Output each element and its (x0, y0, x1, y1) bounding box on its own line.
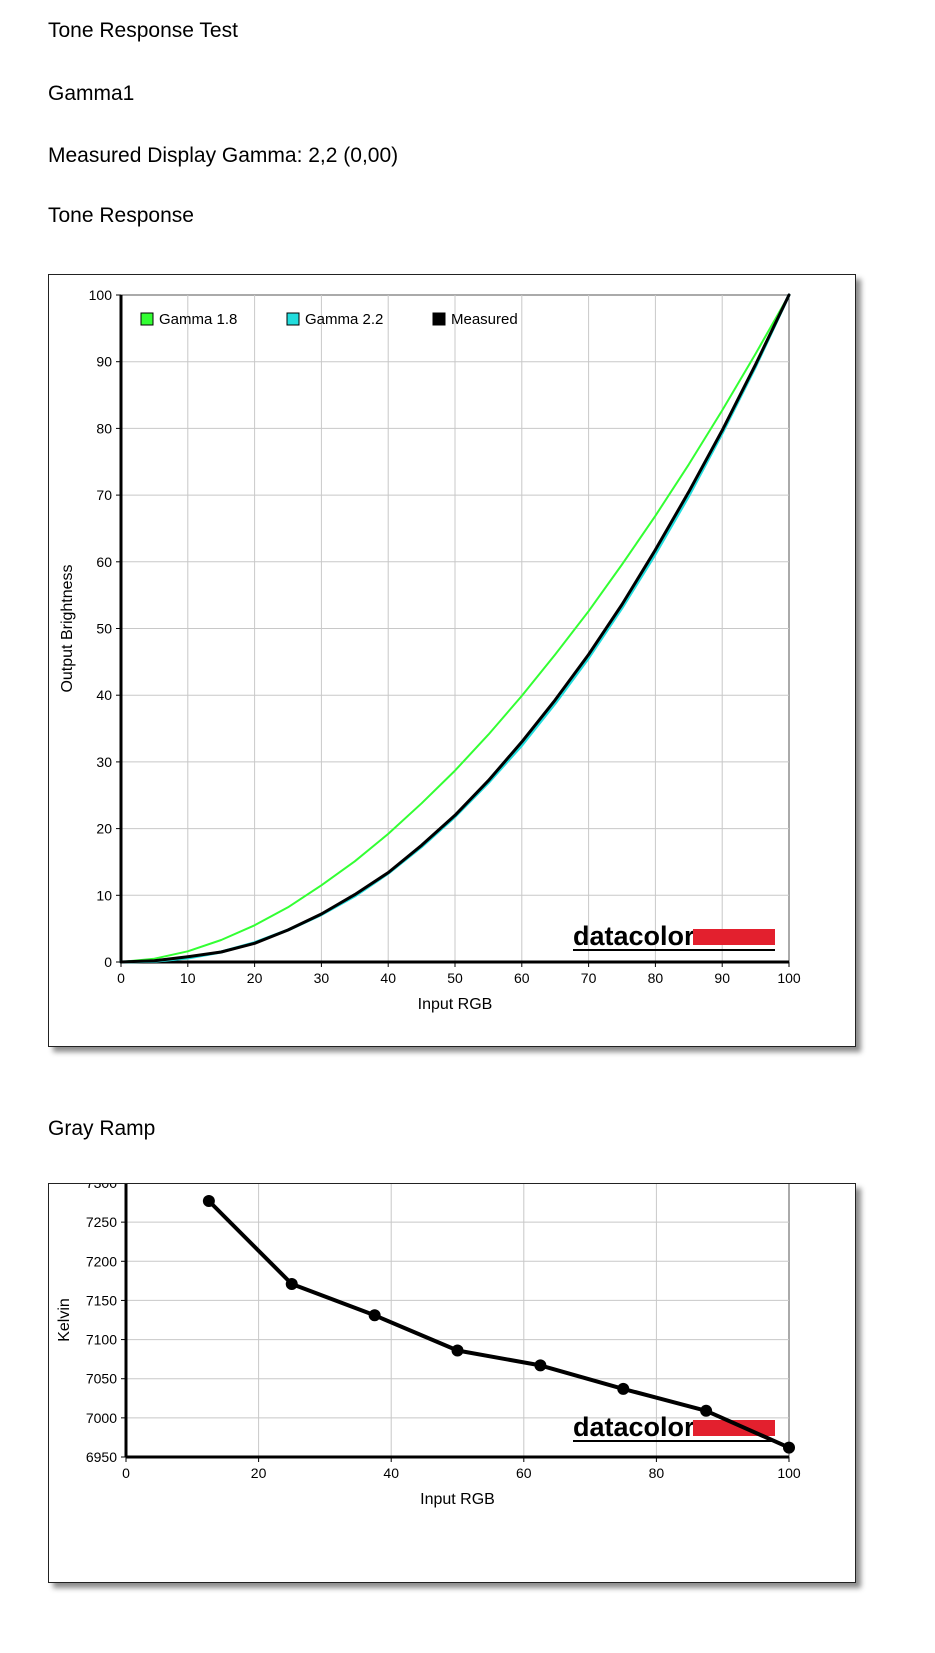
data-point (285, 1277, 298, 1290)
y-tick-label: 7100 (86, 1332, 117, 1348)
x-tick-label: 60 (516, 1465, 532, 1481)
measured-gamma-text: Measured Display Gamma: 2,2 (0,00) (48, 144, 399, 167)
gray-ramp-heading: Gray Ramp (48, 1117, 156, 1140)
x-tick-label: 80 (648, 970, 664, 986)
y-tick-label: 60 (96, 554, 112, 570)
x-tick-label: 0 (122, 1465, 130, 1481)
x-tick-label: 80 (649, 1465, 665, 1481)
legend-label: Measured (451, 311, 518, 328)
y-tick-label: 40 (96, 687, 112, 703)
legend-swatch (286, 312, 300, 326)
x-tick-label: 100 (777, 1465, 801, 1481)
data-point (617, 1382, 630, 1395)
datacolor-logo-bar (693, 929, 775, 945)
y-tick-label: 7250 (86, 1214, 117, 1230)
y-axis-title: Kelvin (56, 1298, 73, 1342)
x-tick-label: 20 (247, 970, 263, 986)
y-tick-label: 7200 (86, 1253, 117, 1269)
x-tick-label: 70 (581, 970, 597, 986)
y-tick-label: 70 (96, 487, 112, 503)
y-tick-label: 80 (96, 420, 112, 436)
x-tick-label: 20 (251, 1465, 267, 1481)
y-tick-label: 7150 (86, 1292, 117, 1308)
y-tick-label: 90 (96, 354, 112, 370)
profile-name: Gamma1 (48, 82, 135, 105)
data-point (451, 1344, 464, 1357)
data-point (368, 1309, 381, 1322)
legend-label: Gamma 2.2 (305, 311, 383, 328)
gray-ramp-chart: 0 20 40 60 80 100 6950 7000 7050 7100 7150 7200 7250… (56, 1184, 801, 1508)
y-tick-label: 20 (96, 821, 112, 837)
x-tick-label: 40 (380, 970, 396, 986)
y-tick-label: 100 (89, 287, 113, 303)
y-tick-label: 7300 (86, 1184, 117, 1191)
tone-response-chart: 0 10 20 30 40 50 60 70 80 90 100 0 10 20 30 40 50 60 70 80 9… (59, 287, 801, 1013)
legend-label: Gamma 1.8 (159, 311, 237, 328)
y-tick-label: 7050 (86, 1371, 117, 1387)
y-tick-label: 7000 (86, 1410, 117, 1426)
y-tick-label: 30 (96, 754, 112, 770)
data-point (700, 1404, 713, 1417)
data-point (783, 1441, 795, 1454)
x-tick-label: 10 (180, 970, 196, 986)
x-axis-title: Input RGB (418, 996, 493, 1013)
gamma-1-8-line (120, 294, 790, 963)
gray-ramp-panel: 0 20 40 60 80 100 6950 7000 7050 7100 7150 7200 7250… (48, 1183, 856, 1583)
measured-line (119, 293, 791, 964)
data-point (202, 1195, 215, 1208)
x-tick-label: 0 (117, 970, 125, 986)
x-tick-label: 60 (514, 970, 530, 986)
x-tick-label: 90 (714, 970, 730, 986)
datacolor-logo-text: datacolor (573, 1412, 695, 1442)
legend-swatch (140, 312, 154, 326)
x-tick-label: 100 (777, 970, 801, 986)
tone-response-heading: Tone Response (48, 204, 194, 227)
x-tick-label: 30 (314, 970, 330, 986)
y-axis-title: Output Brightness (59, 564, 76, 692)
tone-response-panel: 0 10 20 30 40 50 60 70 80 90 100 0 10 20 30 40 50 60 70 80 9… (48, 274, 856, 1047)
y-tick-label: 0 (104, 954, 112, 970)
series-line (206, 1199, 791, 1450)
y-tick-label: 6950 (86, 1449, 117, 1465)
x-axis-title: Input RGB (420, 1491, 495, 1508)
x-tick-label: 40 (383, 1465, 399, 1481)
page-title: Tone Response Test (48, 19, 238, 42)
y-tick-label: 50 (96, 621, 112, 637)
datacolor-logo-text: datacolor (573, 921, 695, 951)
y-tick-label: 10 (96, 887, 112, 903)
legend-swatch (432, 312, 446, 326)
x-tick-label: 50 (447, 970, 463, 986)
data-point (534, 1359, 547, 1372)
